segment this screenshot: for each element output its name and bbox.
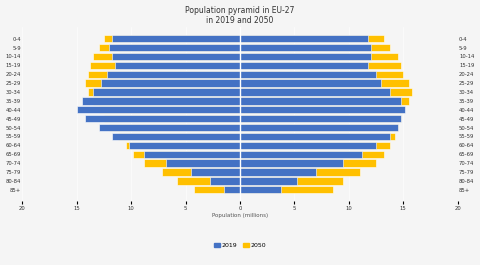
Bar <box>90 62 240 69</box>
Bar <box>240 168 360 176</box>
Bar <box>240 124 398 131</box>
Bar <box>109 124 240 131</box>
Bar <box>98 124 240 131</box>
Bar <box>111 133 240 140</box>
Legend: 2019, 2050: 2019, 2050 <box>211 240 269 250</box>
Bar <box>101 80 240 87</box>
Bar <box>240 53 398 60</box>
Bar <box>144 151 240 158</box>
Bar <box>88 70 240 78</box>
Bar <box>240 62 369 69</box>
Bar <box>240 70 403 78</box>
Bar <box>109 44 240 51</box>
Bar <box>129 142 240 149</box>
Bar <box>240 53 371 60</box>
Bar <box>240 160 343 167</box>
Bar <box>104 35 240 42</box>
Bar <box>240 88 390 96</box>
Bar <box>240 97 401 105</box>
Bar <box>111 53 240 60</box>
Bar <box>240 44 390 51</box>
Bar <box>166 160 240 167</box>
Bar <box>240 168 316 176</box>
Bar <box>240 142 390 149</box>
Bar <box>115 62 240 69</box>
Bar <box>107 70 240 78</box>
Bar <box>240 142 376 149</box>
Bar <box>240 80 408 87</box>
Bar <box>240 70 376 78</box>
Bar <box>77 106 240 113</box>
Bar <box>240 186 281 193</box>
Bar <box>194 186 240 193</box>
Bar <box>240 160 376 167</box>
Bar <box>240 151 384 158</box>
Bar <box>240 151 362 158</box>
Bar <box>240 106 403 113</box>
Bar <box>177 177 240 184</box>
Bar <box>240 88 412 96</box>
Bar <box>85 80 240 87</box>
Bar <box>133 151 240 158</box>
Bar <box>82 97 240 105</box>
Title: Population pyramid in EU-27
in 2019 and 2050: Population pyramid in EU-27 in 2019 and … <box>185 6 295 25</box>
Bar <box>162 168 240 176</box>
Bar <box>93 88 240 96</box>
Bar <box>240 186 333 193</box>
Bar <box>224 186 240 193</box>
Bar <box>240 133 390 140</box>
Bar <box>240 44 371 51</box>
Bar <box>144 160 240 167</box>
Bar <box>240 115 401 122</box>
Bar <box>240 106 406 113</box>
Bar <box>210 177 240 184</box>
X-axis label: Population (millions): Population (millions) <box>212 213 268 218</box>
Bar <box>88 88 240 96</box>
Bar <box>240 177 297 184</box>
Bar <box>240 62 401 69</box>
Bar <box>93 97 240 105</box>
Bar <box>98 44 240 51</box>
Bar <box>93 53 240 60</box>
Bar <box>118 133 240 140</box>
Bar <box>85 115 240 122</box>
Bar <box>240 177 343 184</box>
Bar <box>240 133 395 140</box>
Bar <box>240 80 382 87</box>
Bar <box>191 168 240 176</box>
Bar <box>111 35 240 42</box>
Bar <box>98 106 240 113</box>
Bar <box>240 97 408 105</box>
Bar <box>240 35 384 42</box>
Bar <box>126 142 240 149</box>
Bar <box>240 35 369 42</box>
Bar <box>240 124 398 131</box>
Bar <box>104 115 240 122</box>
Bar <box>240 115 401 122</box>
